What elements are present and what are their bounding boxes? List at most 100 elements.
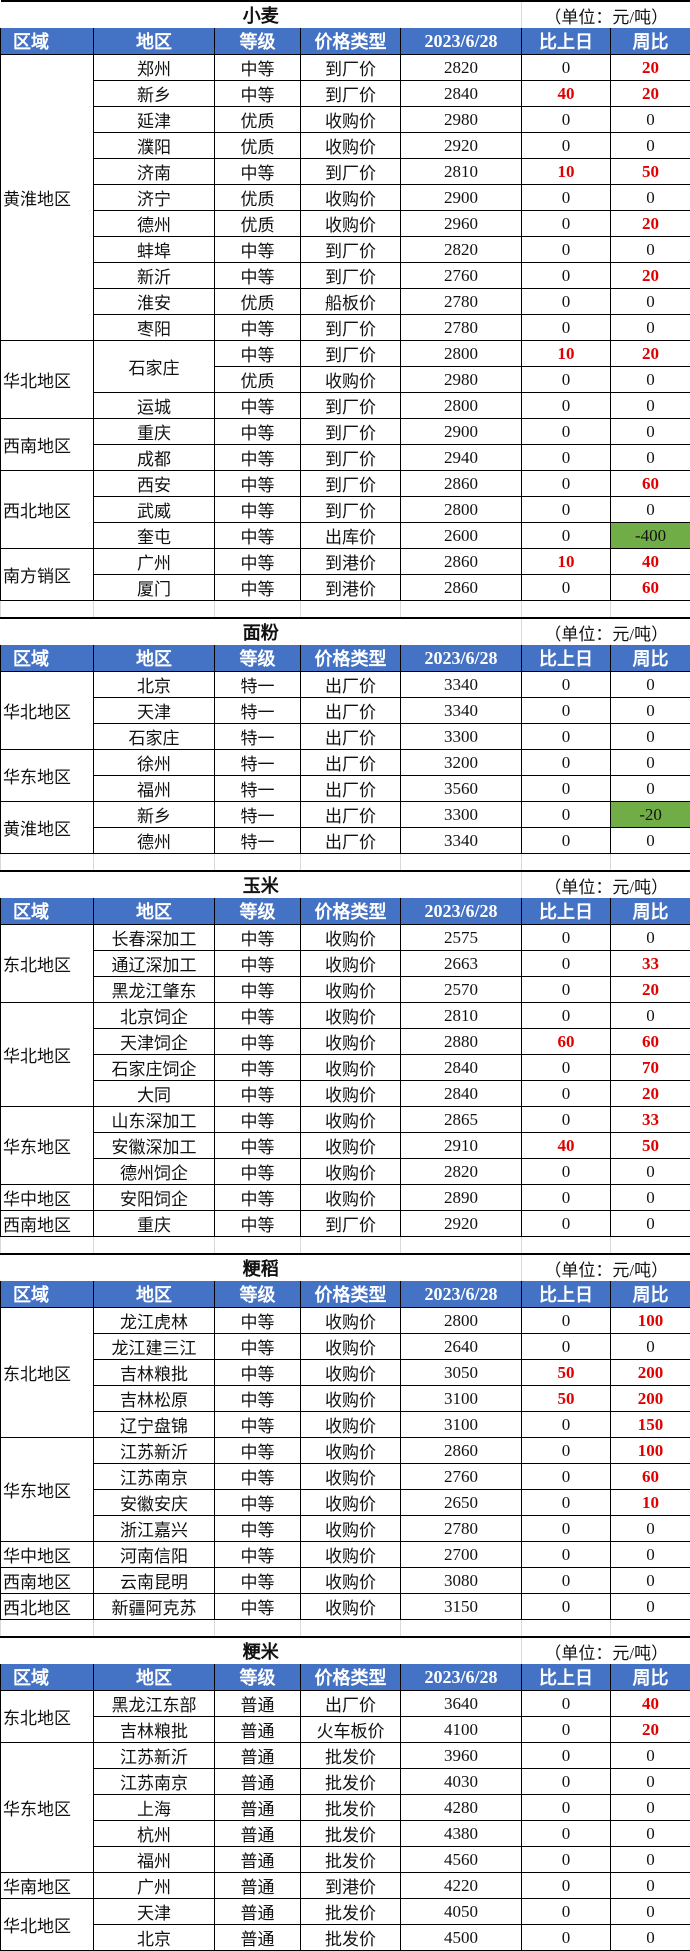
daily-change-cell: 0 [522,951,611,977]
weekly-change-cell: 0 [611,1211,690,1237]
daily-change-cell: 0 [522,977,611,1003]
section-title: 粳米 [1,1637,522,1664]
weekly-change-cell: 0 [611,672,690,698]
area-cell: 新乡 [94,802,215,828]
grade-cell: 特一 [215,750,301,776]
section-title: 玉米 [1,871,522,898]
price-type-cell: 收购价 [301,1438,401,1464]
grade-cell: 中等 [215,237,301,263]
daily-change-cell: 0 [522,1743,611,1769]
price-type-cell: 收购价 [301,1490,401,1516]
grade-cell: 中等 [215,575,301,601]
area-cell: 江苏南京 [94,1769,215,1795]
weekly-change-cell: 0 [611,1925,690,1951]
price-type-cell: 到厂价 [301,393,401,419]
grade-cell: 中等 [215,445,301,471]
area-cell: 西安 [94,471,215,497]
daily-change-cell: 50 [522,1360,611,1386]
grade-cell: 特一 [215,672,301,698]
price-cell: 3340 [401,698,522,724]
price-type-cell: 收购价 [301,1386,401,1412]
price-type-cell: 出厂价 [301,1691,401,1717]
area-cell: 新疆阿克苏 [94,1594,215,1620]
grade-cell: 中等 [215,1185,301,1211]
empty-cell [611,854,690,872]
daily-change-cell: 0 [522,1516,611,1542]
daily-change-cell: 0 [522,393,611,419]
column-header: 地区 [94,1664,215,1691]
weekly-change-cell: 0 [611,1159,690,1185]
weekly-change-cell: 0 [611,1769,690,1795]
grade-cell: 普通 [215,1873,301,1899]
section-title-row: 粳米（单位：元/吨） [1,1637,690,1664]
price-cell: 2570 [401,977,522,1003]
grade-cell: 优质 [215,289,301,315]
spacer-row [1,1620,690,1638]
weekly-change-cell: 0 [611,1003,690,1029]
area-cell: 江苏南京 [94,1464,215,1490]
weekly-change-cell: 70 [611,1055,690,1081]
grade-cell: 中等 [215,1594,301,1620]
grade-cell: 中等 [215,925,301,951]
region-cell: 华东地区 [1,750,94,802]
grade-cell: 中等 [215,1107,301,1133]
spacer-row [1,854,690,872]
area-cell: 吉林粮批 [94,1360,215,1386]
area-cell: 江苏新沂 [94,1743,215,1769]
grade-cell: 中等 [215,1490,301,1516]
area-cell: 德州饲企 [94,1159,215,1185]
price-type-cell: 船板价 [301,289,401,315]
price-cell: 2760 [401,263,522,289]
daily-change-cell: 10 [522,549,611,575]
daily-change-cell: 0 [522,1308,611,1334]
column-header: 比上日 [522,1664,611,1691]
area-cell: 吉林粮批 [94,1717,215,1743]
grade-cell: 中等 [215,1159,301,1185]
weekly-change-cell: 0 [611,1185,690,1211]
region-cell: 西北地区 [1,471,94,549]
weekly-change-cell: 0 [611,1795,690,1821]
weekly-change-cell: 60 [611,1029,690,1055]
price-type-cell: 收购价 [301,977,401,1003]
column-header: 等级 [215,1664,301,1691]
weekly-change-cell: 0 [611,828,690,854]
weekly-change-cell: 50 [611,159,690,185]
price-type-cell: 收购价 [301,211,401,237]
area-cell: 新沂 [94,263,215,289]
price-type-cell: 收购价 [301,1107,401,1133]
daily-change-cell: 0 [522,107,611,133]
grade-cell: 特一 [215,802,301,828]
weekly-change-cell: 33 [611,951,690,977]
empty-cell [401,1620,522,1638]
daily-change-cell: 0 [522,1691,611,1717]
price-type-cell: 到厂价 [301,1211,401,1237]
region-cell: 东北地区 [1,1308,94,1438]
weekly-change-cell: 0 [611,776,690,802]
area-cell: 枣阳 [94,315,215,341]
grade-cell: 中等 [215,263,301,289]
price-cell: 3050 [401,1360,522,1386]
price-cell: 2880 [401,1029,522,1055]
weekly-change-cell: 20 [611,1081,690,1107]
area-cell: 北京 [94,672,215,698]
grade-cell: 中等 [215,1055,301,1081]
price-type-cell: 批发价 [301,1821,401,1847]
daily-change-cell: 0 [522,523,611,549]
area-cell: 云南昆明 [94,1568,215,1594]
price-type-cell: 收购价 [301,1081,401,1107]
grade-cell: 中等 [215,1360,301,1386]
area-cell: 安徽安庆 [94,1490,215,1516]
